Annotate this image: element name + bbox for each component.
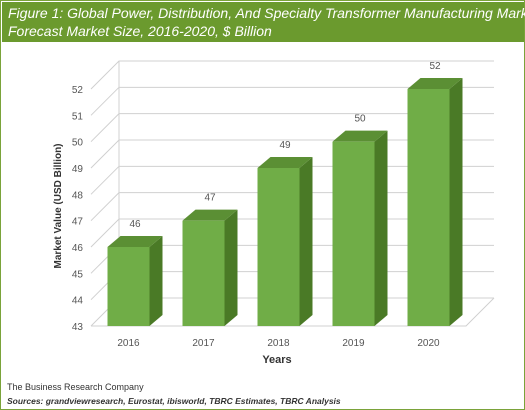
bar-top-face bbox=[107, 236, 163, 247]
bar-2019 bbox=[332, 130, 388, 326]
bar-front-face bbox=[407, 89, 450, 326]
y-axis-label: Market Value (USD Billion) bbox=[53, 143, 64, 268]
data-labels: 46 47 49 50 52 bbox=[129, 61, 441, 230]
x-tick-label: 2018 bbox=[267, 338, 290, 349]
data-label: 52 bbox=[429, 61, 441, 72]
y-axis-ticks: 43 44 45 46 47 48 49 50 51 52 bbox=[72, 85, 84, 333]
x-tick-label: 2019 bbox=[342, 338, 365, 349]
bar-front-face bbox=[182, 220, 225, 326]
y-tick-label: 47 bbox=[72, 217, 84, 228]
bar-top-face bbox=[332, 130, 388, 142]
bar-side-face bbox=[299, 157, 313, 326]
bar-2016 bbox=[107, 236, 163, 326]
bar-top-face bbox=[257, 157, 313, 168]
bar-2017 bbox=[182, 209, 238, 326]
x-tick-label: 2020 bbox=[417, 338, 440, 349]
bar-front-face bbox=[332, 141, 375, 326]
bar-2018 bbox=[257, 157, 313, 326]
bar-front-face bbox=[257, 168, 300, 326]
y-tick-label: 43 bbox=[72, 322, 84, 333]
y-tick-label: 51 bbox=[72, 111, 84, 122]
y-tick-label: 46 bbox=[72, 243, 84, 254]
data-label: 49 bbox=[279, 140, 291, 151]
footer-sources: Sources: grandviewresearch, Eurostat, ib… bbox=[7, 396, 341, 406]
bar-top-face bbox=[182, 209, 238, 221]
bar-side-face bbox=[149, 236, 163, 326]
y-tick-label: 45 bbox=[72, 269, 84, 280]
bar-2020 bbox=[407, 78, 463, 326]
bar-front-face bbox=[107, 247, 150, 326]
x-tick-label: 2016 bbox=[117, 338, 140, 349]
bar-side-face bbox=[374, 130, 388, 326]
x-axis-label: Years bbox=[262, 354, 291, 366]
chart-title-line-2: Forecast Market Size, 2016-2020, $ Billi… bbox=[8, 23, 272, 39]
data-label: 50 bbox=[354, 114, 366, 125]
y-tick-label: 49 bbox=[72, 164, 84, 175]
y-tick-label: 44 bbox=[72, 296, 84, 307]
y-tick-label: 52 bbox=[72, 85, 84, 96]
x-tick-label: 2017 bbox=[192, 338, 215, 349]
bar-top-face bbox=[407, 78, 463, 89]
y-tick-label: 48 bbox=[72, 190, 84, 201]
y-tick-label: 50 bbox=[72, 138, 84, 149]
x-axis-ticks: 2016 2017 2018 2019 2020 bbox=[117, 338, 440, 349]
bars bbox=[107, 78, 463, 326]
bar-side-face bbox=[449, 78, 463, 326]
chart-title-line-1: Figure 1: Global Power, Distribution, An… bbox=[8, 5, 525, 21]
data-label: 46 bbox=[129, 219, 141, 230]
chart-plot: 43 44 45 46 47 48 49 50 51 52 46 47 49 50 52 2016 2017… bbox=[53, 60, 495, 366]
data-label: 47 bbox=[204, 193, 216, 204]
bar-side-face bbox=[224, 209, 238, 326]
title-bar: Figure 1: Global Power, Distribution, An… bbox=[2, 2, 525, 42]
footer-company: The Business Research Company bbox=[7, 382, 144, 392]
